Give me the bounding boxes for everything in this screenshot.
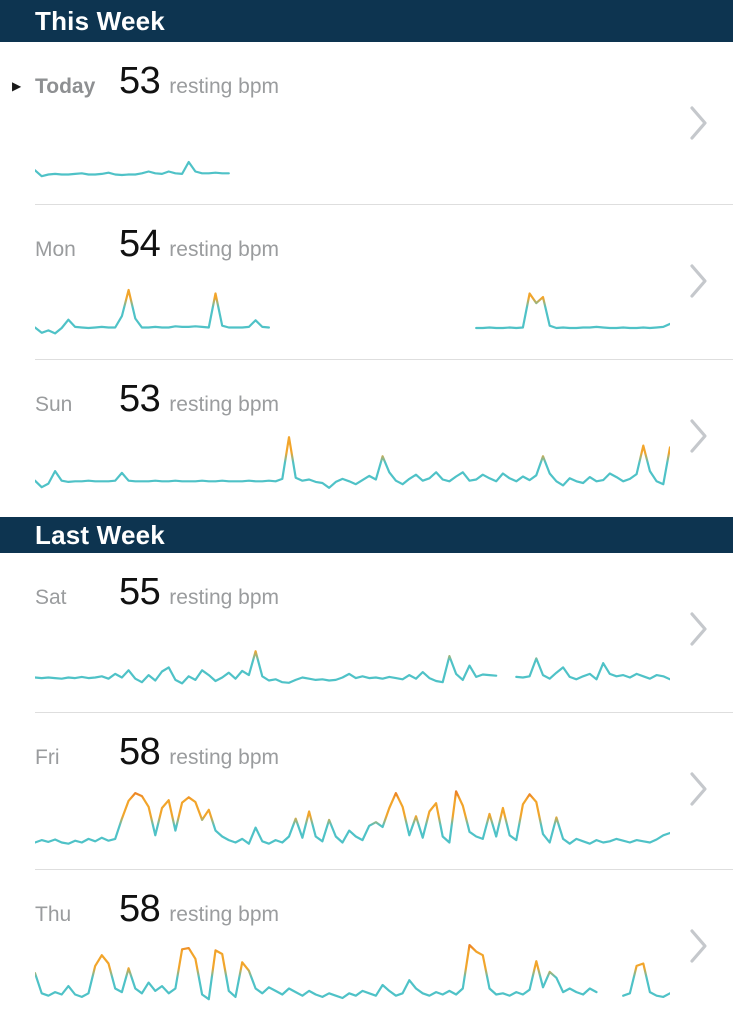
- chevron-right-icon[interactable]: [689, 611, 709, 647]
- chevron-right-icon[interactable]: [689, 263, 709, 299]
- heart-rate-sparkline: [35, 436, 670, 489]
- resting-bpm-unit: resting bpm: [169, 393, 279, 416]
- day-row-thu[interactable]: Thu 58 resting bpm: [0, 870, 733, 1024]
- section-title: This Week: [35, 5, 165, 36]
- heart-rate-sparkline: [35, 160, 230, 178]
- resting-bpm-value: 53: [119, 60, 161, 102]
- day-summary: Today 53 resting bpm: [0, 42, 733, 104]
- day-label: Fri: [35, 746, 60, 769]
- resting-bpm-value: 54: [119, 223, 161, 265]
- chevron-right-icon[interactable]: [689, 105, 709, 141]
- heart-rate-sparkline: [35, 288, 670, 335]
- resting-bpm-unit: resting bpm: [169, 903, 279, 926]
- section-title: Last Week: [35, 519, 165, 550]
- section-header-this-week: This Week: [0, 0, 733, 42]
- day-row-mon[interactable]: Mon 54 resting bpm: [0, 205, 733, 360]
- resting-bpm-unit: resting bpm: [169, 586, 279, 609]
- divider: [35, 204, 733, 205]
- day-row-sun[interactable]: Sun 53 resting bpm: [0, 360, 733, 517]
- day-row-today[interactable]: ▶ Today 53 resting bpm: [0, 42, 733, 205]
- heart-rate-sparkline: [35, 790, 670, 845]
- resting-bpm-unit: resting bpm: [169, 238, 279, 261]
- day-label: Sun: [35, 393, 73, 416]
- resting-bpm-value: 53: [119, 378, 161, 420]
- resting-bpm-value: 55: [119, 571, 161, 613]
- day-summary: Sat 55 resting bpm: [0, 553, 733, 615]
- day-label: Sat: [35, 586, 67, 609]
- resting-bpm-value: 58: [119, 731, 161, 773]
- chevron-right-icon[interactable]: [689, 928, 709, 964]
- day-summary: Mon 54 resting bpm: [0, 205, 733, 267]
- divider: [35, 869, 733, 870]
- day-summary: Sun 53 resting bpm: [0, 360, 733, 422]
- resting-bpm-unit: resting bpm: [169, 75, 279, 98]
- heart-rate-sparkline: [35, 944, 670, 1001]
- today-marker-icon: ▶: [12, 79, 22, 93]
- day-row-sat[interactable]: Sat 55 resting bpm: [0, 553, 733, 713]
- resting-bpm-unit: resting bpm: [169, 746, 279, 769]
- chevron-right-icon[interactable]: [689, 771, 709, 807]
- day-summary: Fri 58 resting bpm: [0, 713, 733, 775]
- divider: [35, 359, 733, 360]
- day-label: Thu: [35, 903, 72, 926]
- resting-bpm-value: 58: [119, 888, 161, 930]
- chevron-right-icon[interactable]: [689, 418, 709, 454]
- divider: [35, 712, 733, 713]
- day-row-fri[interactable]: Fri 58 resting bpm: [0, 713, 733, 870]
- section-header-last-week: Last Week: [0, 517, 733, 553]
- day-label: Today: [35, 75, 96, 98]
- day-summary: Thu 58 resting bpm: [0, 870, 733, 932]
- day-label: Mon: [35, 238, 76, 261]
- heart-rate-sparkline: [35, 650, 670, 685]
